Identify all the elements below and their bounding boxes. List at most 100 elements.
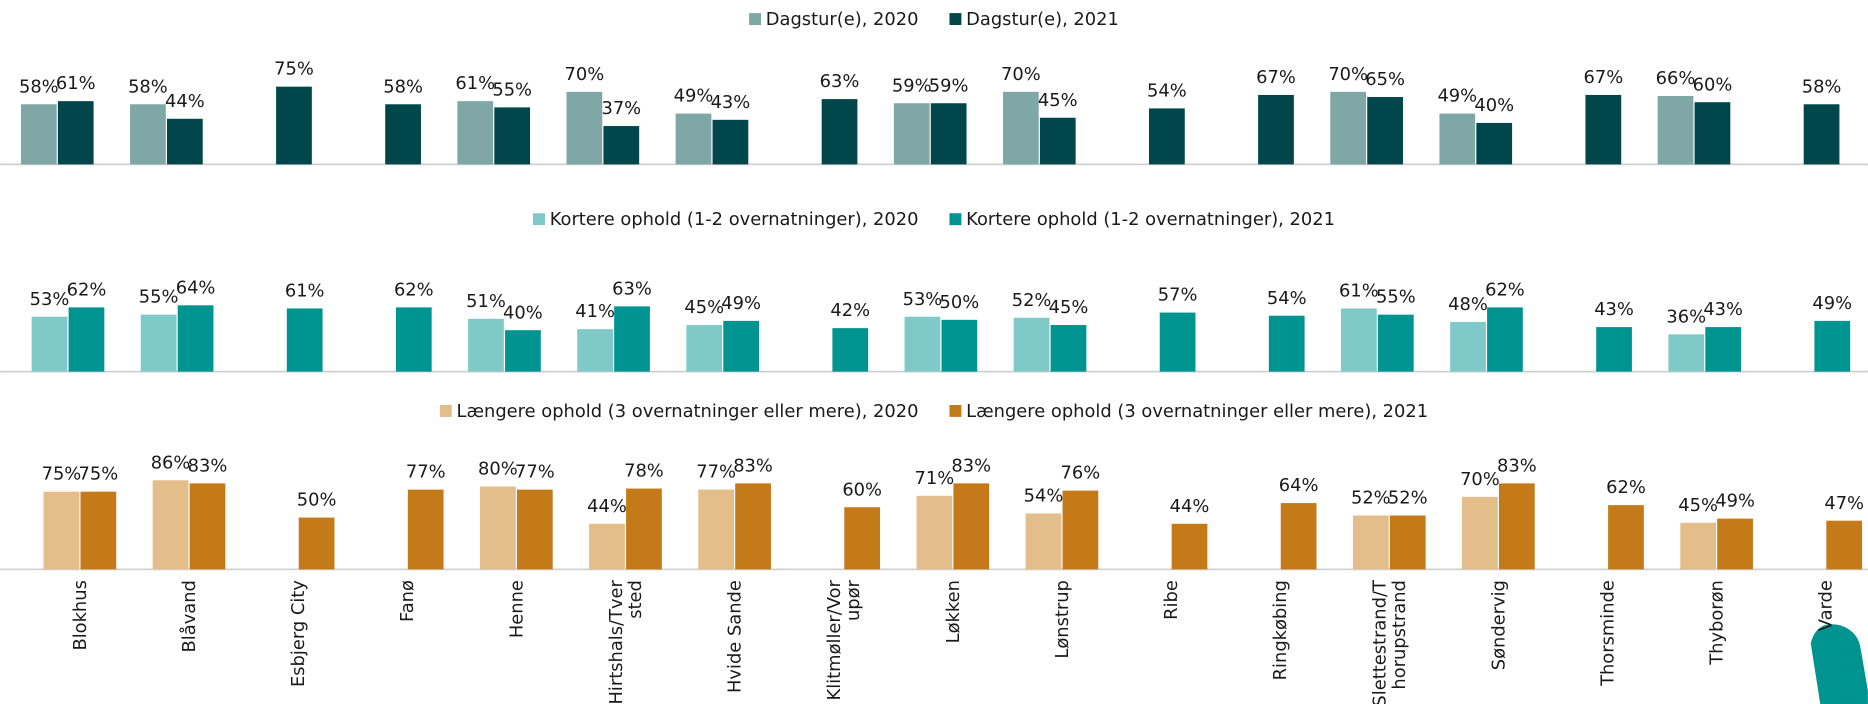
value-label: 60% [1693,74,1733,95]
bar [20,104,57,165]
value-label: 78% [624,461,664,482]
bar [494,107,531,165]
value-label: 80% [478,459,518,480]
bar [1826,520,1863,570]
value-label: 36% [1666,306,1706,327]
bar [457,101,494,165]
bar [626,488,662,570]
x-tick-label: Fanø [397,580,418,622]
value-label: 45% [684,297,724,318]
bar [821,99,858,165]
value-label: 61% [285,281,325,302]
legend-label: Dagstur(e), 2020 [766,9,919,30]
value-label: 61% [455,73,495,94]
value-label: 50% [297,490,337,511]
value-label: 66% [1656,68,1696,89]
value-label: 83% [951,455,991,476]
value-label: 55% [1376,287,1416,308]
value-label: 37% [601,98,641,119]
value-label: 63% [612,278,652,299]
bar [1268,315,1305,372]
value-label: 83% [188,455,228,476]
bar [298,517,335,570]
value-label: 70% [1001,64,1041,85]
bar [1498,483,1535,570]
x-tick-label: Blokhus [70,580,91,650]
bar [1389,515,1426,570]
bar [1258,94,1294,165]
value-label: 55% [492,79,532,100]
value-label: 44% [165,91,205,112]
bar [735,483,771,570]
value-label: 53% [30,289,70,310]
value-label: 59% [892,75,932,96]
value-label: 62% [394,279,434,300]
decoration [1810,624,1868,704]
x-tick-label: Ringkøbing [1270,580,1291,680]
bar [286,308,323,372]
bar [166,118,203,165]
value-label: 62% [1606,477,1646,498]
value-label: 43% [1703,299,1743,320]
bar [1352,515,1389,570]
bar [57,101,94,165]
value-label: 43% [1594,299,1634,320]
bar [276,86,312,165]
x-tick-label: Lønstrup [1052,580,1073,659]
value-label: 61% [56,73,96,94]
value-label: 75% [274,59,314,80]
x-tick-label: Thyborøn [1707,580,1728,666]
bar [68,307,105,372]
bar [1803,104,1840,165]
bar [675,113,712,165]
bar [1062,490,1099,570]
x-tick-label: Hvide Sande [725,580,746,693]
value-label: 43% [711,92,751,113]
legend-label: Kortere ophold (1-2 overnatninger), 2021 [966,209,1335,230]
x-tick-label: Hirtshals/Tversted [606,579,646,704]
bar [686,325,723,372]
legend-label: Længere ophold (3 overnatninger eller me… [966,401,1428,422]
value-label: 52% [1012,290,1052,311]
bar [1585,94,1622,165]
value-label: 70% [565,64,605,85]
bar [140,314,177,372]
value-label: 62% [1485,279,1525,300]
value-label: 67% [1256,67,1296,88]
value-label: 76% [1061,463,1101,484]
bar [1002,91,1039,165]
bar [1149,108,1185,165]
bar [189,483,226,570]
value-label: 64% [1279,475,1319,496]
value-label: 54% [1267,288,1307,309]
value-label: 45% [1678,495,1718,516]
value-label: 49% [1812,293,1852,314]
bar [80,491,117,570]
bar [712,119,749,165]
bar [130,104,166,165]
value-label: 40% [503,302,543,323]
value-label: 83% [733,455,773,476]
value-label: 49% [721,293,761,314]
value-label: 45% [1038,90,1078,111]
bar [1814,320,1851,372]
x-tick-label: Esbjerg City [288,580,309,687]
value-label: 70% [1328,64,1368,85]
bar [844,507,881,570]
bar [1171,523,1208,570]
x-tick-label: Blåvand [179,580,200,652]
bar [1280,503,1317,570]
value-label: 77% [515,462,555,483]
bar [1450,321,1486,372]
bar [941,319,978,372]
legend: Kortere ophold (1-2 overnatninger), 2020… [533,209,1335,230]
value-label: 58% [128,76,168,97]
bar [43,491,80,570]
bar [1050,325,1087,372]
value-label: 61% [1339,281,1379,302]
legend-swatch [949,405,962,417]
value-label: 49% [1437,86,1477,107]
bar [1680,522,1717,570]
bar [1487,307,1523,372]
value-label: 83% [1497,455,1537,476]
